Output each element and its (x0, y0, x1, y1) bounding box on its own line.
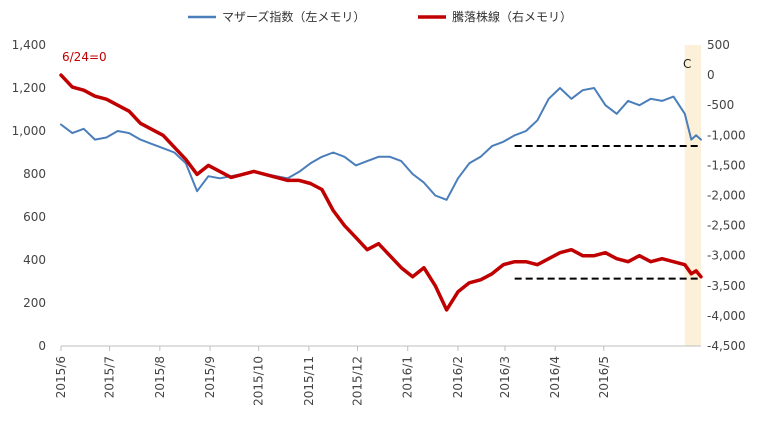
series-line-mothers (60, 87, 702, 201)
x-tick-label: 2016/5 (597, 356, 611, 398)
right-tick-label: -1,500 (707, 158, 746, 172)
series-lines (59, 73, 703, 312)
legend: マザーズ指数（左メモリ） 騰落株線（右メモリ） (188, 9, 572, 24)
annotation-marker: C (683, 57, 691, 71)
right-tick-label: -3,500 (707, 279, 746, 293)
right-tick-label: -2,000 (707, 189, 746, 203)
right-tick-label: -500 (707, 98, 734, 112)
x-tick-label: 2015/6 (54, 356, 68, 398)
right-tick-label: -3,000 (707, 249, 746, 263)
x-tick-label: 2015/12 (351, 356, 365, 406)
right-tick-label: -1,000 (707, 128, 746, 142)
right-tick-label: -4,500 (707, 339, 746, 353)
right-tick-label: 0 (707, 68, 715, 82)
reference-lines (514, 145, 701, 280)
legend-label-advance-decline: 騰落株線（右メモリ） (452, 9, 572, 24)
x-tick-label: 2016/1 (401, 356, 415, 398)
x-tick-label: 2015/11 (302, 356, 316, 406)
x-tick-label: 2015/9 (203, 356, 217, 398)
legend-label-mothers: マザーズ指数（左メモリ） (222, 9, 365, 24)
left-tick-label: 800 (23, 167, 46, 181)
annotation-origin: 6/24=0 (62, 50, 107, 64)
right-tick-label: 500 (707, 38, 730, 52)
series-line-advance-decline (59, 73, 703, 312)
x-tick-label: 2015/7 (103, 356, 117, 398)
x-tick-label: 2016/2 (451, 356, 465, 398)
left-tick-label: 0 (38, 339, 46, 353)
left-tick-label: 1,200 (12, 81, 46, 95)
highlight-band (684, 45, 701, 346)
x-tick-label: 2015/10 (252, 356, 266, 406)
right-tick-label: -4,000 (707, 309, 746, 323)
x-tick-label: 2016/3 (498, 356, 512, 398)
right-tick-label: -2,500 (707, 219, 746, 233)
right-axis: -4,500 -4,000 -3,500 -3,000 -2,500 -2,000 -1,5… (707, 38, 746, 353)
left-tick-label: 1,400 (12, 38, 46, 52)
left-tick-label: 600 (23, 210, 46, 224)
x-axis: 2015/6 2015/7 2015/8 2015/9 2015/10 2015/11 20… (54, 345, 701, 406)
x-tick-label: 2015/8 (153, 356, 167, 398)
left-axis: 0 200 400 600 800 1,000 1,200 1,400 (12, 38, 46, 353)
x-tick-label: 2016/4 (548, 356, 562, 398)
left-tick-label: 200 (23, 296, 46, 310)
left-tick-label: 1,000 (12, 124, 46, 138)
left-tick-label: 400 (23, 253, 46, 267)
